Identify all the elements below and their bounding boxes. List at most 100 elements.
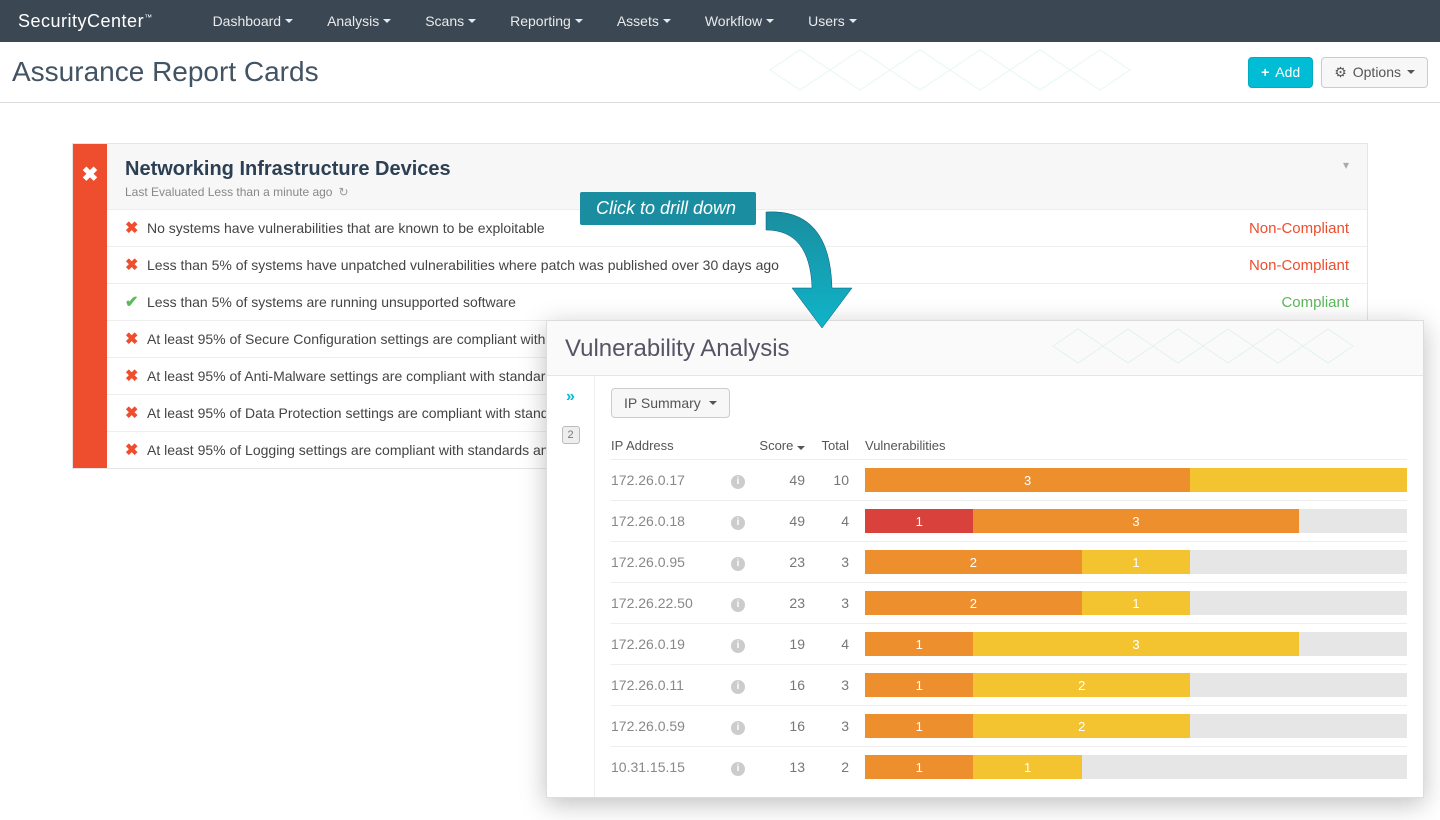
options-button[interactable]: Options: [1321, 57, 1428, 88]
refresh-icon[interactable]: [338, 185, 348, 199]
info-icon[interactable]: i: [731, 557, 745, 571]
nav-links: Dashboard Analysis Scans Reporting Assets Wor…: [213, 13, 857, 29]
card-status-sidebar: ✖: [73, 144, 107, 468]
chevron-down-icon: [383, 19, 391, 23]
fail-icon: ✖: [125, 329, 147, 349]
expand-icon[interactable]: »: [566, 388, 575, 406]
cell-ip: 172.26.0.19: [611, 636, 731, 652]
info-icon[interactable]: i: [731, 762, 745, 776]
panel-sidebar: » 2: [547, 376, 595, 797]
vulnerability-panel: Vulnerability Analysis » 2 IP Summary IP…: [546, 320, 1424, 798]
cell-total: 3: [815, 677, 865, 693]
plus-icon: [1261, 64, 1269, 80]
severity-segment-high: 2: [865, 550, 1082, 574]
col-score-header[interactable]: Score: [755, 438, 815, 453]
col-ip-header[interactable]: IP Address: [611, 438, 731, 453]
cell-score: 16: [755, 677, 815, 693]
info-icon[interactable]: i: [731, 598, 745, 612]
severity-segment-critical: 1: [865, 509, 973, 533]
rule-row[interactable]: ✖No systems have vulnerabilities that ar…: [107, 209, 1367, 246]
chevron-down-icon: [468, 19, 476, 23]
severity-segment-high: 3: [865, 468, 1190, 492]
info-icon[interactable]: i: [731, 516, 745, 530]
collapse-toggle[interactable]: ▾: [1343, 158, 1349, 172]
table-row[interactable]: 172.26.0.19i19413: [611, 623, 1407, 664]
table-row[interactable]: 172.26.0.17i 49103: [611, 459, 1407, 500]
rule-status: Compliant: [1281, 294, 1349, 311]
options-button-label: Options: [1353, 64, 1401, 80]
severity-segment-medium: 1: [973, 755, 1081, 779]
rule-status: Non-Compliant: [1249, 257, 1349, 274]
table-row[interactable]: 172.26.0.18i49413: [611, 500, 1407, 541]
cell-vuln-bar: 13: [865, 509, 1407, 533]
chevron-down-icon: [285, 19, 293, 23]
chevron-down-icon: [1407, 70, 1415, 74]
nav-item-label: Dashboard: [213, 13, 282, 29]
header-buttons: Add Options: [1248, 57, 1428, 88]
nav-item-analysis[interactable]: Analysis: [327, 13, 391, 29]
nav-item-users[interactable]: Users: [808, 13, 857, 29]
top-navbar: SecurityCenter™ Dashboard Analysis Scans Re…: [0, 0, 1440, 42]
table-row[interactable]: 172.26.0.95i23321: [611, 541, 1407, 582]
hex-background-icon: [760, 40, 1280, 100]
nav-item-assets[interactable]: Assets: [617, 13, 671, 29]
severity-segment-medium: 3: [973, 632, 1298, 656]
view-dropdown-label: IP Summary: [624, 395, 701, 411]
cell-vuln-bar: 12: [865, 673, 1407, 697]
cell-score: 13: [755, 759, 815, 775]
brand-suffix: Center: [87, 11, 144, 31]
col-vuln-header[interactable]: Vulnerabilities: [865, 438, 1407, 453]
col-total-header[interactable]: Total: [815, 438, 865, 453]
nav-item-reporting[interactable]: Reporting: [510, 13, 583, 29]
cell-ip: 172.26.0.18: [611, 513, 731, 529]
card-title: Networking Infrastructure Devices: [125, 158, 451, 181]
rule-text: Less than 5% of systems have unpatched v…: [147, 257, 1249, 273]
info-icon[interactable]: i: [731, 639, 745, 653]
rule-text: Less than 5% of systems are running unsu…: [147, 294, 1281, 310]
card-subtitle: Last Evaluated Less than a minute ago: [107, 185, 1367, 209]
cell-total: 10: [815, 472, 865, 488]
nav-item-scans[interactable]: Scans: [425, 13, 476, 29]
info-icon[interactable]: i: [731, 721, 745, 735]
info-icon[interactable]: i: [731, 475, 745, 489]
table-row[interactable]: 172.26.0.59i16312: [611, 705, 1407, 746]
chevron-down-icon: [849, 19, 857, 23]
table-row[interactable]: 172.26.22.50i23321: [611, 582, 1407, 623]
brand-tm: ™: [144, 13, 153, 22]
table-body: 172.26.0.17i49103172.26.0.18i49413172.26…: [611, 459, 1407, 787]
table-row[interactable]: 10.31.15.15i13211: [611, 746, 1407, 787]
cell-score: 19: [755, 636, 815, 652]
cell-score: 23: [755, 595, 815, 611]
cell-score: 49: [755, 513, 815, 529]
fail-icon: ✖: [125, 255, 147, 275]
cell-total: 3: [815, 595, 865, 611]
nav-item-label: Workflow: [705, 13, 762, 29]
chevron-down-icon: [766, 19, 774, 23]
gear-icon: [1334, 64, 1347, 81]
cell-total: 3: [815, 554, 865, 570]
fail-icon: ✖: [125, 440, 147, 460]
chevron-down-icon: [709, 401, 717, 405]
add-button[interactable]: Add: [1248, 57, 1313, 88]
nav-item-label: Users: [808, 13, 845, 29]
brand-prefix: Security: [18, 11, 87, 31]
nav-item-label: Assets: [617, 13, 659, 29]
cell-score: 49: [755, 472, 815, 488]
cell-ip: 172.26.0.17: [611, 472, 731, 488]
info-icon[interactable]: i: [731, 680, 745, 694]
page-header: Assurance Report Cards Add Options: [0, 42, 1440, 103]
fail-icon: ✖: [125, 218, 147, 238]
nav-item-dashboard[interactable]: Dashboard: [213, 13, 294, 29]
severity-segment-medium: 1: [1082, 550, 1190, 574]
rule-row[interactable]: ✖Less than 5% of systems have unpatched …: [107, 246, 1367, 283]
rule-status: Non-Compliant: [1249, 220, 1349, 237]
rule-row[interactable]: ✔Less than 5% of systems are running uns…: [107, 283, 1367, 320]
table-row[interactable]: 172.26.0.11i16312: [611, 664, 1407, 705]
view-dropdown[interactable]: IP Summary: [611, 388, 730, 418]
severity-segment-high: 1: [865, 714, 973, 738]
nav-item-workflow[interactable]: Workflow: [705, 13, 774, 29]
cell-vuln-bar: 21: [865, 550, 1407, 574]
panel-main: IP Summary IP Address Score Total Vulner…: [595, 376, 1423, 797]
severity-segment-high: 1: [865, 755, 973, 779]
filter-count-badge[interactable]: 2: [562, 426, 580, 444]
